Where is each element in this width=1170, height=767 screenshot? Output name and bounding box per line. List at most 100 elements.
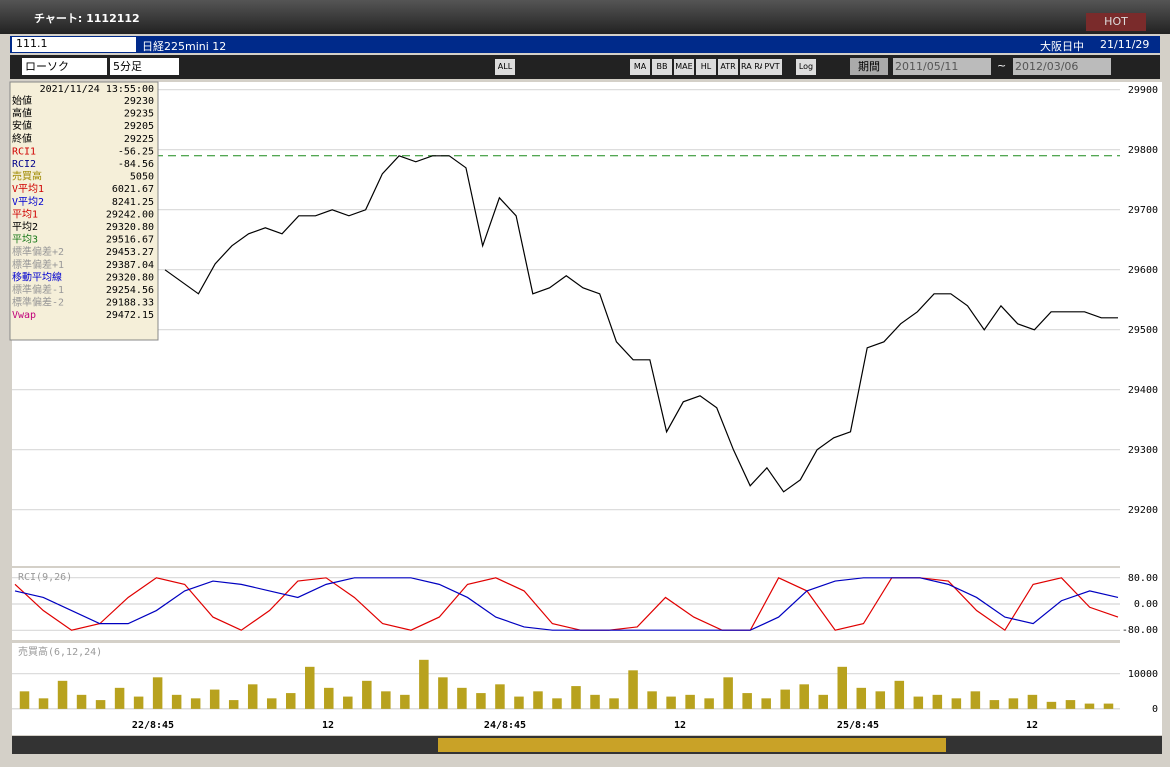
volume-bar (875, 691, 886, 709)
title-bar (0, 0, 1170, 34)
info-label: RCI1 (12, 146, 36, 157)
volume-bar (1065, 700, 1076, 709)
panel-title: 売買高(6,12,24) (18, 645, 102, 658)
volume-bar (894, 680, 905, 709)
info-value: -84.56 (118, 159, 154, 170)
info-value: 29516.67 (106, 235, 154, 246)
tool-button[interactable]: RA RA (740, 59, 766, 75)
info-value: 29320.80 (106, 222, 154, 233)
volume-bar (628, 670, 638, 709)
market: 大阪日中 (1040, 40, 1084, 53)
volume-bar (1008, 698, 1019, 709)
date: 21/11/29 (1100, 38, 1150, 51)
volume-bar (647, 691, 657, 709)
volume-bar (343, 696, 353, 709)
volume-bar (837, 666, 848, 709)
volume-bar (114, 687, 125, 709)
info-value: 29225 (124, 134, 154, 145)
volume-bar (514, 696, 524, 709)
y-tick-label: 10000 (1128, 669, 1158, 680)
info-label: 終値 (12, 132, 32, 145)
info-box (9, 81, 159, 341)
info-label: 平均3 (12, 234, 38, 246)
hot-button[interactable]: HOT (1086, 13, 1146, 31)
volume-bar (38, 698, 49, 709)
scroll-thumb[interactable] (438, 738, 946, 752)
tool-button[interactable]: MA (630, 59, 650, 75)
y-tick-label: 29300 (1128, 445, 1158, 456)
volume-bar (989, 700, 1000, 709)
info-panel: 2021/11/24 13:55:00 始値 29230 高値 29235 安値 29205… (9, 81, 159, 341)
volume-bar (723, 677, 733, 709)
info-value: 29387.04 (106, 260, 154, 271)
volume-bar (533, 691, 543, 709)
tool-button[interactable]: PVT (762, 59, 782, 75)
volume-bar (704, 698, 714, 709)
volume-bar (305, 666, 315, 709)
tool-button[interactable]: Log (796, 59, 816, 75)
info-label: 移動平均線 (12, 270, 62, 283)
info-value: 29188.33 (106, 298, 154, 309)
volume-bar (495, 684, 505, 709)
volume-bar (76, 694, 87, 709)
volume-bar (400, 694, 410, 709)
info-label: 売買高 (12, 170, 42, 183)
y-tick-label: 0 (1152, 704, 1158, 715)
y-tick-label: 29900 (1128, 85, 1158, 96)
volume-bar (324, 687, 334, 709)
panel-title: RCI(9,26) (18, 572, 72, 583)
volume-bar (1027, 694, 1038, 709)
info-value: 29320.80 (106, 272, 154, 283)
info-label: V平均2 (12, 196, 44, 208)
volume-bar (57, 680, 68, 709)
volume-bar (761, 698, 771, 709)
chart-type-select[interactable]: ローソク (22, 58, 107, 75)
tool-button[interactable]: HL (696, 59, 716, 75)
y-tick-label: 29800 (1128, 145, 1158, 156)
volume-bar (266, 698, 277, 709)
info-label: Vwap (12, 310, 36, 321)
info-value: 29254.56 (106, 285, 154, 296)
y-tick-label: 0.00 (1134, 599, 1158, 610)
y-tick-label: 29200 (1128, 505, 1158, 516)
symbol-name: 日経225mini 12 (142, 40, 227, 53)
y-tick-label: -80.00 (1122, 625, 1158, 636)
volume-bar (590, 694, 600, 709)
volume-bar (438, 677, 448, 709)
tool-button[interactable]: ALL (495, 59, 515, 75)
info-value: 8241.25 (112, 197, 154, 208)
info-label: 標準偏差+2 (12, 245, 64, 258)
x-tick-label: 12 (674, 720, 686, 731)
tool-button[interactable]: BB (652, 59, 672, 75)
volume-bar (552, 698, 562, 709)
x-tick-label: 22/8:45 (132, 720, 174, 731)
volume-bar (913, 696, 924, 709)
info-value: 5050 (130, 172, 154, 183)
volume-bar (190, 698, 201, 709)
tilde: ~ (997, 59, 1007, 72)
volume-bar (95, 700, 106, 709)
interval-select[interactable]: 5分足 (110, 58, 179, 75)
from-date[interactable]: 2011/05/11 (893, 58, 991, 75)
tool-button[interactable]: ATR (718, 59, 738, 75)
volume-bar (19, 691, 30, 709)
info-value: 29205 (124, 121, 154, 132)
volume-bar (381, 691, 391, 709)
info-label: 安値 (12, 119, 32, 132)
volume-bar (856, 687, 867, 709)
symbol-select[interactable]: 111.1 (12, 37, 136, 52)
series-line (164, 155, 1118, 493)
info-value: 29230 (124, 96, 154, 107)
volume-bar (685, 694, 695, 709)
volume-bar (1084, 703, 1095, 709)
series-line (14, 577, 1119, 631)
volume-bar (780, 689, 790, 709)
volume-bar (457, 687, 467, 709)
info-value: 6021.67 (112, 184, 154, 195)
time-axis (12, 713, 1162, 735)
period-button[interactable]: 期間 (850, 58, 888, 75)
to-date[interactable]: 2012/03/06 (1013, 58, 1111, 75)
tool-button[interactable]: MAE (674, 59, 694, 75)
volume-bar (666, 696, 676, 709)
